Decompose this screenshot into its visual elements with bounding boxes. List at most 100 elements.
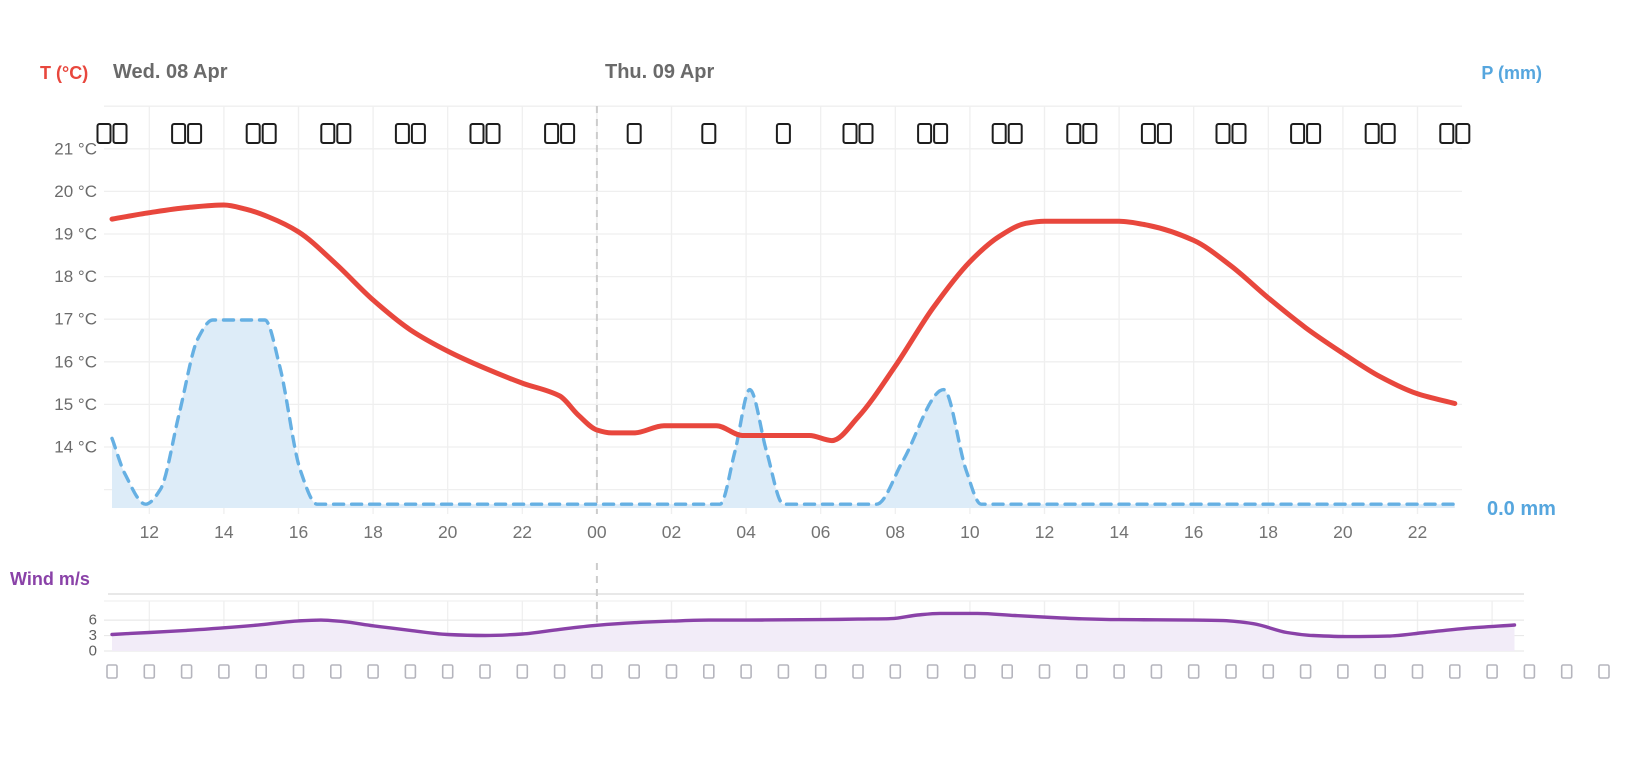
wind-direction-icon xyxy=(180,664,193,679)
weather-icon xyxy=(1231,123,1247,144)
x-tick-label: 10 xyxy=(960,522,980,542)
weather-icon xyxy=(775,123,791,144)
weather-icon xyxy=(469,123,485,144)
temp-tick-label: 20 °C xyxy=(54,182,97,201)
wind-direction-icon xyxy=(740,664,752,679)
weather-icon xyxy=(1007,123,1023,144)
x-tick-label: 22 xyxy=(513,522,532,542)
weather-icon xyxy=(626,123,642,144)
weather-icon xyxy=(933,123,949,144)
wind-direction-icon xyxy=(404,664,417,679)
x-tick-label: 06 xyxy=(811,522,830,542)
weather-icon xyxy=(410,123,426,144)
wind-direction-icon xyxy=(516,664,529,679)
weather-icon xyxy=(112,123,128,144)
weather-icon xyxy=(1082,123,1098,144)
wind-direction-icon xyxy=(814,664,827,679)
wind-tick-label: 0 xyxy=(89,643,97,660)
weather-icon xyxy=(1140,123,1156,144)
day-label-wed: Wed. 08 Apr xyxy=(113,61,228,83)
x-tick-label: 20 xyxy=(438,522,458,542)
x-tick-label: 00 xyxy=(587,522,607,542)
x-tick-label: 18 xyxy=(363,522,382,542)
weather-icon xyxy=(701,123,717,144)
x-tick-label: 08 xyxy=(886,522,905,542)
wind-direction-icon xyxy=(1299,664,1312,679)
wind-direction-icon xyxy=(665,664,678,679)
wind-direction-icon xyxy=(1523,664,1536,679)
temp-tick-label: 18 °C xyxy=(54,267,97,286)
wind-direction-icon xyxy=(292,664,305,679)
x-tick-label: 14 xyxy=(1109,522,1129,542)
day-label-thu: Thu. 09 Apr xyxy=(605,61,715,83)
wind-direction-icon xyxy=(553,664,566,679)
wind-line xyxy=(110,611,1517,639)
temp-tick-label: 14 °C xyxy=(54,438,97,457)
wind-direction-icon xyxy=(143,664,156,679)
weather-icon xyxy=(1066,123,1082,144)
x-tick-label: 16 xyxy=(289,522,308,542)
wind-direction-icon xyxy=(1449,664,1461,679)
wind-direction-icon xyxy=(479,664,491,679)
temp-tick-label: 16 °C xyxy=(54,352,97,371)
weather-icon xyxy=(1290,123,1306,144)
weather-icon xyxy=(544,123,560,144)
precipitation-area xyxy=(112,320,1455,508)
weather-icon xyxy=(485,123,501,144)
wind-direction-icon xyxy=(1001,664,1014,679)
wind-tick-label: 3 xyxy=(89,627,97,644)
wind-direction-icon xyxy=(852,664,864,679)
x-tick-label: 04 xyxy=(736,522,756,542)
weather-icon xyxy=(917,123,933,144)
wind-direction-icon xyxy=(218,664,230,679)
x-tick-label: 20 xyxy=(1333,522,1353,542)
weather-icon xyxy=(1364,123,1380,144)
wind-direction-icon xyxy=(702,664,715,679)
precipitation-line xyxy=(110,318,1457,506)
precipitation-axis-unit-label: P (mm) xyxy=(1481,63,1542,83)
weather-icon xyxy=(96,123,112,144)
weather-icon xyxy=(1380,123,1396,144)
wind-direction-icon xyxy=(1486,664,1498,679)
weather-icon xyxy=(187,123,203,144)
wind-direction-icon xyxy=(1187,664,1200,679)
wind-direction-icon xyxy=(1411,664,1424,679)
wind-direction-icon xyxy=(255,664,268,679)
wind-direction-icon xyxy=(441,664,454,679)
temperature-axis-unit-label: T (°C) xyxy=(40,63,89,83)
weather-icon xyxy=(842,123,858,144)
wind-axis-unit-label: Wind m/s xyxy=(10,569,90,589)
weather-icon xyxy=(336,123,352,144)
temp-tick-label: 15 °C xyxy=(54,395,97,414)
weather-icon xyxy=(1306,123,1322,144)
wind-direction-icon xyxy=(628,664,641,679)
temp-tick-label: 21 °C xyxy=(54,139,97,158)
weather-icon xyxy=(1156,123,1172,144)
weather-icon xyxy=(261,123,277,144)
x-tick-label: 16 xyxy=(1184,522,1203,542)
x-tick-label: 12 xyxy=(1035,522,1054,542)
wind-direction-icon xyxy=(1560,664,1573,679)
x-tick-label: 14 xyxy=(214,522,234,542)
precip-total-label: 0.0 mm xyxy=(1487,498,1556,520)
wind-direction-icon xyxy=(591,664,603,679)
weather-icon xyxy=(1455,123,1471,144)
temp-tick-label: 19 °C xyxy=(54,225,97,244)
weather-icon xyxy=(245,123,261,144)
weather-icon xyxy=(320,123,336,144)
wind-direction-icon xyxy=(1262,664,1275,679)
wind-area xyxy=(112,613,1515,651)
wind-direction-icon xyxy=(889,664,902,679)
wind-direction-icon xyxy=(1225,664,1237,679)
wind-direction-icon xyxy=(1150,664,1163,679)
x-tick-label: 12 xyxy=(140,522,159,542)
x-tick-label: 18 xyxy=(1259,522,1278,542)
weather-icon xyxy=(858,123,874,144)
x-tick-label: 22 xyxy=(1408,522,1427,542)
weather-icon xyxy=(991,123,1007,144)
wind-direction-icon xyxy=(777,664,790,679)
x-tick-label: 02 xyxy=(662,522,681,542)
weather-icon xyxy=(394,123,410,144)
wind-direction-icon xyxy=(1038,664,1051,679)
